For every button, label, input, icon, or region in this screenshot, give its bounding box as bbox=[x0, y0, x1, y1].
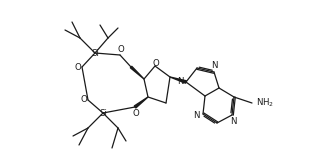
Text: Si: Si bbox=[91, 49, 99, 58]
Text: O: O bbox=[153, 60, 159, 69]
Text: N: N bbox=[211, 61, 217, 70]
Text: O: O bbox=[74, 62, 81, 72]
Polygon shape bbox=[130, 66, 144, 79]
Text: N: N bbox=[177, 78, 184, 86]
Text: N: N bbox=[230, 117, 236, 126]
Text: NH$_2$: NH$_2$ bbox=[256, 97, 274, 109]
Text: O: O bbox=[80, 95, 87, 104]
Text: O: O bbox=[133, 109, 139, 118]
Polygon shape bbox=[170, 77, 186, 83]
Text: N: N bbox=[193, 111, 200, 120]
Text: Si: Si bbox=[99, 109, 107, 117]
Text: O: O bbox=[118, 45, 124, 54]
Polygon shape bbox=[134, 97, 148, 108]
